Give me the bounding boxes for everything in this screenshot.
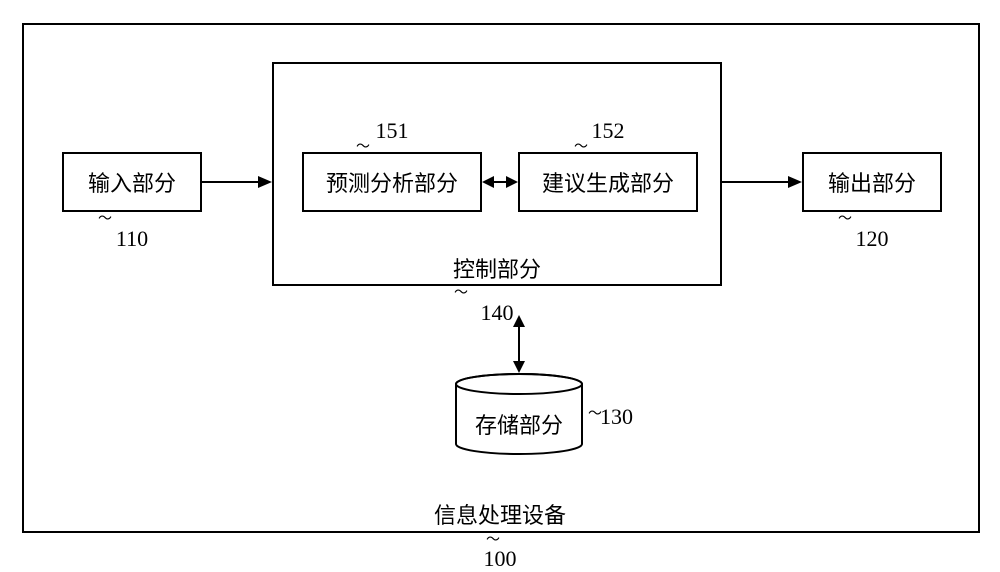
control-ref-squiggle: 〜 — [454, 287, 468, 301]
outer-container-label: 信息处理设备 — [0, 498, 1000, 530]
input-box-label: 输入部分 — [88, 166, 176, 198]
storage-cylinder-ref: 130 — [600, 404, 660, 430]
output-box: 输出部分 — [802, 152, 942, 212]
suggest-box-ref: 152 — [518, 118, 698, 144]
output-ref-squiggle: 〜 — [838, 213, 852, 227]
predict-box: 预测分析部分 — [302, 152, 482, 212]
input-box: 输入部分 — [62, 152, 202, 212]
control-box-ref: 140 — [272, 300, 722, 326]
output-box-label: 输出部分 — [828, 166, 916, 198]
input-ref-squiggle: 〜 — [98, 213, 112, 227]
control-box-label: 控制部分 — [272, 252, 722, 284]
storage-cylinder-label: 存储部分 — [454, 408, 584, 440]
output-box-ref: 120 — [802, 226, 942, 252]
outer-container-ref: 100 — [0, 546, 1000, 572]
predict-box-ref: 151 — [302, 118, 482, 144]
predict-box-label: 预测分析部分 — [326, 166, 458, 198]
suggest-box: 建议生成部分 — [518, 152, 698, 212]
input-box-ref: 110 — [62, 226, 202, 252]
suggest-ref-squiggle: 〜 — [574, 141, 588, 155]
suggest-box-label: 建议生成部分 — [542, 166, 674, 198]
predict-ref-squiggle: 〜 — [356, 141, 370, 155]
